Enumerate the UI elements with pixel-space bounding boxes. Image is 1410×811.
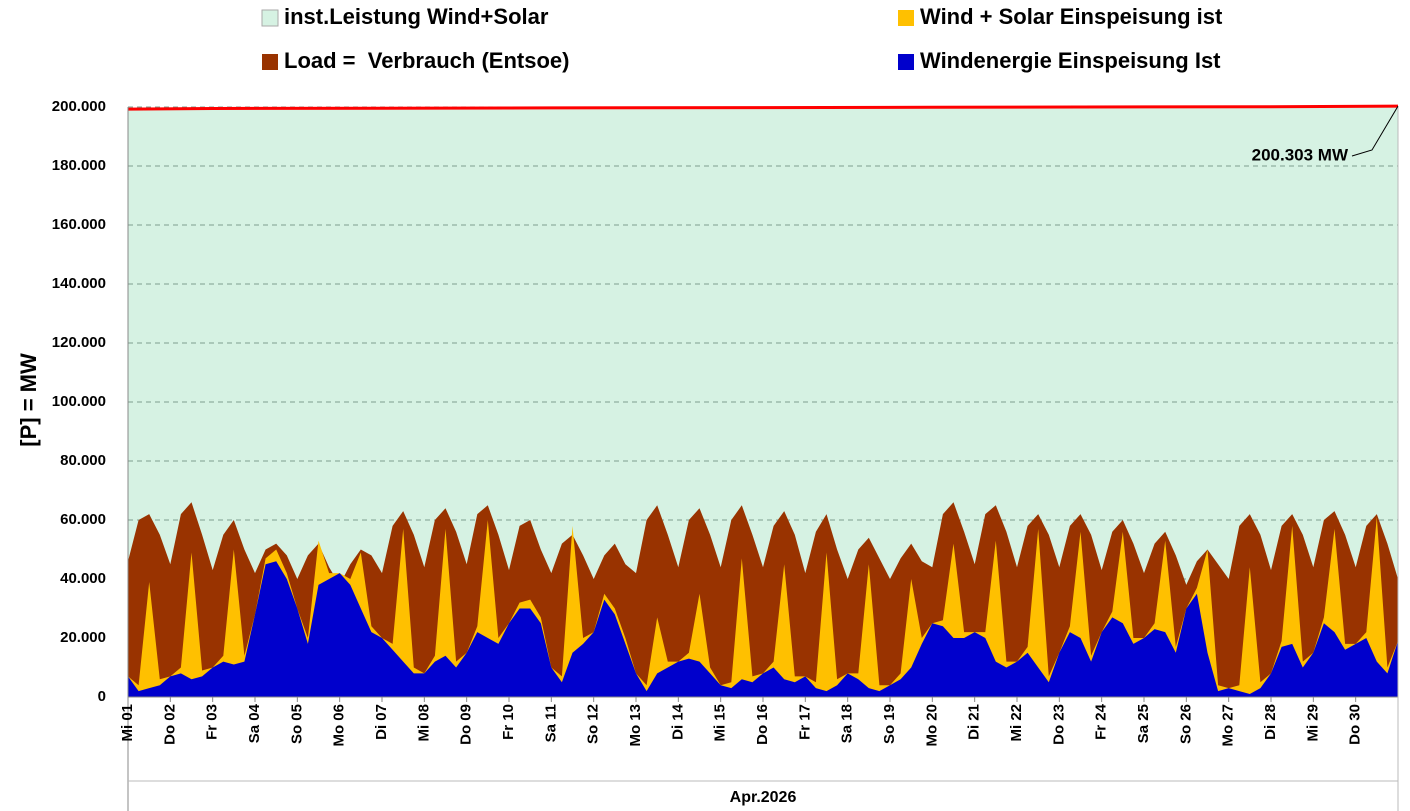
y-tick-label: 200.000	[52, 98, 106, 115]
x-tick-label: Di 07	[373, 704, 390, 740]
x-tick-label: Mo 27	[1220, 704, 1237, 747]
x-tick-label: Mi 15	[712, 704, 729, 742]
x-tick-label: Di 28	[1262, 704, 1279, 740]
legend-label: Windenergie Einspeisung Ist	[920, 48, 1221, 73]
annotation-leader	[1351, 105, 1399, 157]
x-tick-label: Fr 03	[204, 704, 221, 740]
y-tick-label: 40.000	[60, 570, 106, 587]
x-tick-label: So 26	[1177, 704, 1194, 744]
x-tick-label: Di 21	[966, 704, 983, 740]
x-tick-label: Do 30	[1347, 704, 1364, 745]
y-tick-label: 120.000	[52, 334, 106, 351]
x-tick-label: Mo 13	[627, 704, 644, 747]
x-tick-label: Sa 04	[246, 703, 263, 743]
x-tick-label: Sa 11	[542, 704, 559, 742]
y-axis-title: [P] = MW	[16, 353, 41, 447]
x-tick-label: Do 23	[1050, 704, 1067, 745]
x-tick-label: Fr 10	[500, 704, 517, 740]
y-tick-label: 140.000	[52, 275, 106, 292]
x-tick-label: Mi 22	[1008, 704, 1025, 742]
x-tick-label: Sa 25	[1135, 704, 1152, 743]
x-axis-title: Apr.2026	[730, 789, 797, 806]
legend-label: inst.Leistung Wind+Solar	[284, 4, 549, 29]
x-tick-label: Mi 08	[415, 704, 432, 742]
x-tick-label: Mi 01	[119, 704, 136, 742]
area	[128, 561, 1398, 697]
legend-label: Wind + Solar Einspeisung ist	[920, 4, 1223, 29]
x-tick-label: So 05	[288, 704, 305, 744]
x-tick-label: Do 09	[458, 704, 475, 745]
y-tick-label: 0	[98, 688, 106, 705]
legend-swatch	[898, 10, 914, 26]
y-tick-label: 100.000	[52, 393, 106, 410]
x-tick-label: Fr 24	[1093, 703, 1110, 740]
y-tick-label: 160.000	[52, 216, 106, 233]
legend-swatch	[261, 9, 279, 27]
x-tick-label: So 19	[881, 704, 898, 744]
x-tick-label: Di 14	[669, 703, 686, 740]
installed-line	[127, 104, 1399, 111]
y-tick-label: 80.000	[60, 452, 106, 469]
x-tick-label: Do 02	[161, 704, 178, 745]
x-tick-label: Mo 20	[923, 704, 940, 747]
x-tick-label: Do 16	[754, 704, 771, 745]
legend-swatch	[898, 54, 914, 70]
y-tick-label: 180.000	[52, 157, 106, 174]
legend-label: Load = Verbrauch (Entsoe)	[284, 48, 569, 73]
x-tick-label: Fr 17	[796, 704, 813, 740]
x-tick-label: Mo 06	[331, 704, 348, 747]
legend-swatch	[262, 54, 278, 70]
y-tick-label: 20.000	[60, 629, 106, 646]
y-tick-label: 60.000	[60, 511, 106, 528]
annotation: 200.303 MW	[1252, 145, 1349, 164]
x-tick-label: Mi 29	[1304, 704, 1321, 742]
x-tick-label: So 12	[585, 704, 602, 744]
x-tick-label: Sa 18	[839, 704, 856, 743]
